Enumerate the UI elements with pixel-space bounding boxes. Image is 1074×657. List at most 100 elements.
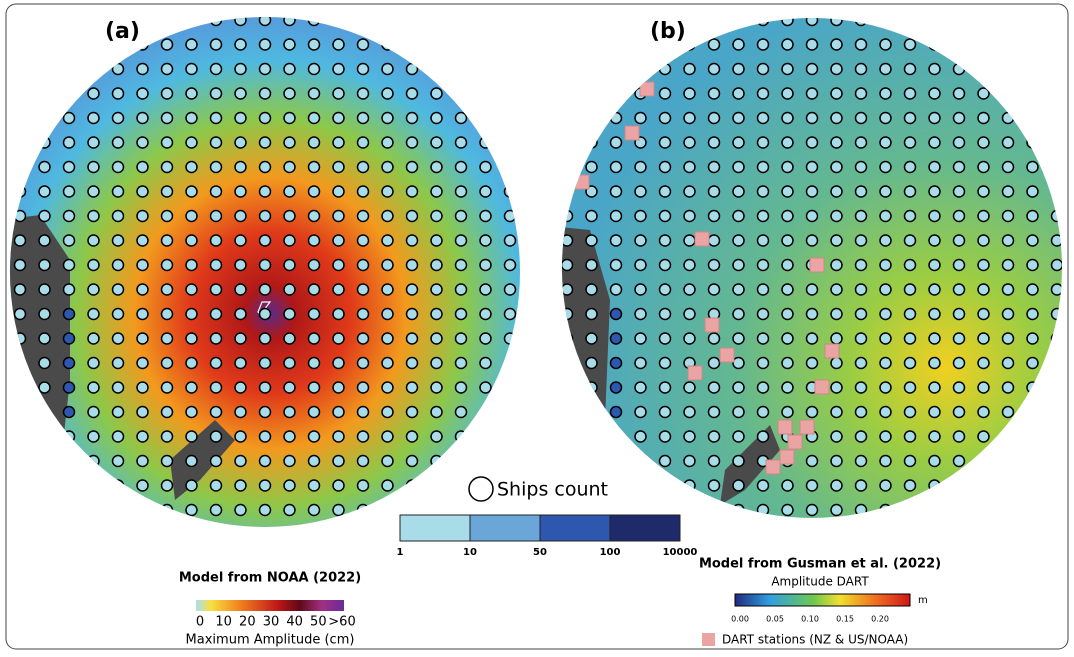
ship-cell bbox=[879, 479, 892, 492]
ship-cell bbox=[38, 283, 51, 296]
ship-cell bbox=[805, 87, 819, 100]
ship-cell bbox=[430, 87, 443, 100]
ship-cell bbox=[609, 503, 623, 517]
ship-cell bbox=[160, 185, 174, 198]
ship-cell bbox=[609, 283, 623, 296]
ship-cell bbox=[185, 454, 198, 468]
ship-cell bbox=[928, 87, 941, 100]
ship-cell bbox=[1027, 529, 1038, 540]
ship-cell bbox=[929, 529, 940, 540]
ship-cell bbox=[136, 332, 149, 345]
ship-cell bbox=[854, 503, 868, 517]
ship-cell bbox=[62, 283, 76, 296]
ship-cell bbox=[1050, 62, 1062, 76]
ship-cell bbox=[185, 234, 198, 247]
ship-cell bbox=[781, 111, 794, 125]
ship-cell bbox=[479, 136, 492, 149]
ship-cell bbox=[62, 185, 76, 198]
ship-cell bbox=[62, 38, 76, 51]
ship-cell bbox=[977, 136, 990, 149]
ship-cell bbox=[805, 454, 819, 468]
ship-cell bbox=[136, 454, 149, 468]
ship-cell bbox=[562, 307, 574, 321]
ship-cell bbox=[609, 111, 623, 125]
ship-cell bbox=[683, 209, 696, 223]
ship-cell bbox=[430, 283, 443, 296]
ship-cell bbox=[977, 38, 990, 51]
ship-cell bbox=[405, 479, 419, 492]
ship-cell bbox=[1001, 185, 1015, 198]
ship-cell bbox=[1050, 381, 1062, 394]
ship-cell bbox=[209, 17, 223, 27]
ship-cell bbox=[283, 17, 296, 27]
ship-cell bbox=[1001, 332, 1015, 345]
ship-cell bbox=[634, 258, 647, 272]
ship-cell bbox=[928, 381, 941, 394]
ship-cell bbox=[209, 405, 223, 419]
ship-cell bbox=[38, 87, 51, 100]
ship-cell bbox=[1001, 234, 1015, 247]
ship-cell bbox=[332, 381, 345, 394]
ship-cell bbox=[454, 234, 468, 247]
ship-cell bbox=[454, 503, 468, 517]
ship-cell bbox=[756, 136, 770, 149]
ship-cell bbox=[707, 430, 721, 443]
ship-cell bbox=[111, 307, 125, 321]
ship-cell bbox=[928, 185, 941, 198]
ship-cell bbox=[111, 160, 125, 174]
ship-cell bbox=[879, 136, 892, 149]
ship-cell bbox=[562, 111, 574, 125]
ship-cell bbox=[977, 307, 990, 321]
ship-cell bbox=[683, 234, 696, 247]
ship-cell bbox=[234, 307, 247, 321]
ship-cell bbox=[1001, 283, 1015, 296]
ship-cell bbox=[1050, 307, 1062, 321]
ship-cell bbox=[185, 307, 198, 321]
ship-cell bbox=[258, 209, 272, 223]
ship-cell bbox=[928, 405, 941, 419]
ship-cell bbox=[332, 17, 345, 27]
ship-cell bbox=[258, 430, 272, 443]
ship-cell bbox=[356, 356, 370, 370]
ship-cell bbox=[209, 430, 223, 443]
ship-cell bbox=[185, 17, 198, 27]
ship-cell bbox=[634, 283, 647, 296]
ship-cell bbox=[756, 503, 770, 517]
ship-cell bbox=[381, 405, 394, 419]
ship-cell bbox=[209, 479, 223, 492]
ship-cell bbox=[381, 258, 394, 272]
ship-cell bbox=[479, 356, 492, 370]
ship-cell bbox=[1001, 136, 1015, 149]
ship-cell bbox=[1050, 87, 1062, 100]
ship-cell bbox=[903, 307, 917, 321]
ship-cell bbox=[683, 283, 696, 296]
ship-cell bbox=[234, 332, 247, 345]
ship-cell bbox=[879, 283, 892, 296]
ship-cell bbox=[258, 185, 272, 198]
ship-cell bbox=[136, 160, 149, 174]
ship-cell bbox=[381, 430, 394, 443]
ship-cell bbox=[854, 111, 868, 125]
ship-cell bbox=[160, 209, 174, 223]
ship-cell bbox=[854, 430, 868, 443]
ship-cell bbox=[879, 38, 892, 51]
tick-label: 50 bbox=[533, 547, 547, 558]
ship-cell bbox=[283, 62, 296, 76]
ship-cell bbox=[62, 381, 76, 394]
ship-cell bbox=[658, 258, 672, 272]
ship-cell bbox=[756, 87, 770, 100]
ship-cell bbox=[830, 185, 843, 198]
ship-cell bbox=[111, 454, 125, 468]
ship-cell bbox=[160, 430, 174, 443]
ship-cell bbox=[609, 430, 623, 443]
ship-cell bbox=[854, 38, 868, 51]
ship-cell bbox=[405, 87, 419, 100]
ship-cell bbox=[454, 479, 468, 492]
ship-cell bbox=[87, 479, 100, 492]
ship-cell bbox=[283, 283, 296, 296]
ship-cell bbox=[609, 87, 623, 100]
ship-cell bbox=[234, 405, 247, 419]
ship-cell bbox=[756, 405, 770, 419]
ship-cell bbox=[381, 381, 394, 394]
ship-cell bbox=[658, 381, 672, 394]
